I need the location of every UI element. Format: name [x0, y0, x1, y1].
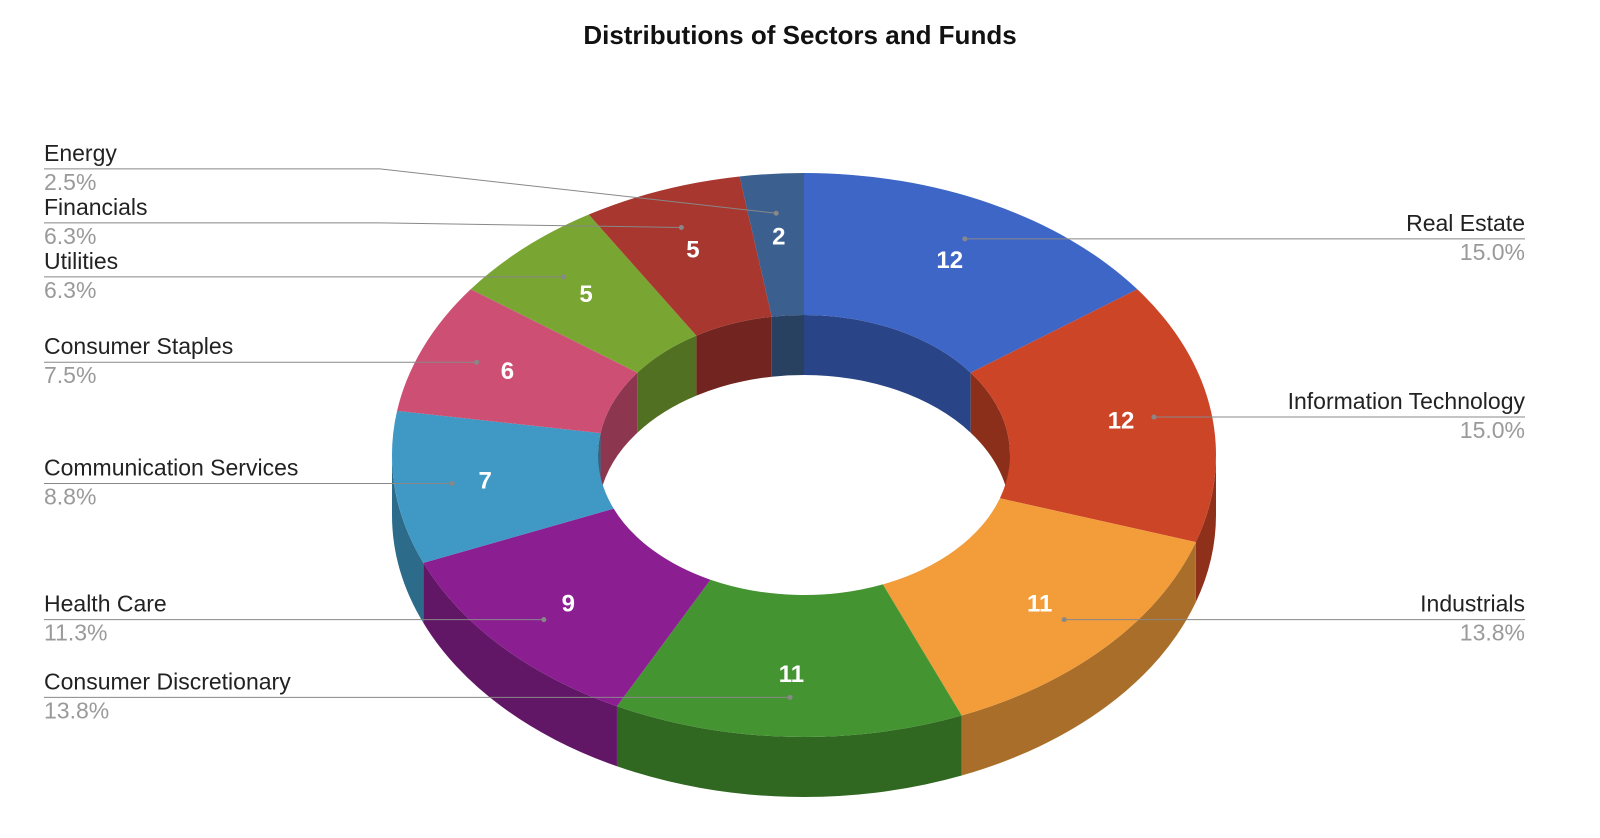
outer-wall-health-care — [423, 562, 617, 767]
callout-percent-financials: 6.3% — [44, 223, 96, 249]
slice-value-consumer-discretionary: 11 — [779, 661, 804, 688]
outer-wall-information-technology — [1195, 455, 1216, 603]
outer-wall-consumer-discretionary — [616, 706, 962, 797]
slice-industrials — [882, 498, 1196, 716]
inner-wall-consumer-staples — [600, 372, 638, 494]
callout-label-energy: Energy — [44, 140, 117, 166]
callout-label-financials: Financials — [44, 194, 148, 220]
slice-information-technology — [970, 289, 1216, 543]
slice-utilities — [470, 214, 697, 373]
callout-label-consumer-discretionary: Consumer Discretionary — [44, 668, 291, 694]
inner-wall-financials — [696, 316, 772, 396]
slice-value-utilities: 5 — [579, 281, 592, 308]
callout-percent-real-estate: 15.0% — [1460, 239, 1525, 265]
donut-sides — [392, 315, 1216, 797]
slice-value-health-care: 9 — [562, 591, 575, 618]
slice-labels: 12 Real Estate 15.0% 12 Information Technolo… — [44, 140, 1525, 723]
callout-label-information-technology: Information Technology — [1288, 388, 1526, 414]
slice-value-industrials: 11 — [1027, 591, 1052, 618]
slice-communication-services — [392, 410, 614, 563]
callout-percent-industrials: 13.8% — [1460, 620, 1525, 646]
callout-label-consumer-staples: Consumer Staples — [44, 333, 233, 359]
slice-value-information-technology: 12 — [1108, 408, 1135, 435]
slice-consumer-staples — [397, 289, 638, 434]
inner-wall-utilities — [637, 335, 697, 433]
callout-percent-consumer-discretionary: 13.8% — [44, 697, 109, 723]
slice-real-estate — [804, 173, 1138, 373]
callout-percent-information-technology: 15.0% — [1460, 417, 1525, 443]
slice-value-communication-services: 7 — [479, 468, 492, 495]
leader-dot-consumer-staples — [474, 359, 480, 365]
slice-financials — [588, 176, 772, 336]
callout-percent-utilities: 6.3% — [44, 277, 96, 303]
slice-value-financials: 5 — [686, 237, 699, 264]
callout-label-health-care: Health Care — [44, 591, 167, 617]
leader-dot-financials — [678, 224, 684, 230]
leader-dot-real-estate — [962, 236, 968, 242]
callout-label-communication-services: Communication Services — [44, 455, 298, 481]
outer-wall-communication-services — [392, 455, 424, 623]
leader-dot-health-care — [541, 617, 547, 623]
slice-value-consumer-staples: 6 — [501, 358, 514, 385]
leader-line-financials — [44, 222, 682, 228]
leader-dot-information-technology — [1151, 414, 1157, 420]
slice-energy — [739, 173, 804, 317]
donut-faces — [392, 173, 1216, 737]
chart-title: Distributions of Sectors and Funds — [583, 20, 1017, 50]
leader-dot-industrials — [1061, 617, 1067, 623]
slice-health-care — [423, 508, 711, 707]
callout-percent-health-care: 11.3% — [44, 620, 108, 646]
inner-wall-information-technology — [970, 372, 1010, 515]
callout-label-industrials: Industrials — [1420, 591, 1525, 617]
callout-percent-communication-services: 8.8% — [44, 484, 96, 510]
leader-dot-communication-services — [449, 481, 455, 487]
leader-dot-consumer-discretionary — [787, 694, 793, 700]
inner-wall-real-estate — [804, 315, 971, 433]
callout-percent-energy: 2.5% — [44, 169, 96, 195]
slice-value-real-estate: 12 — [936, 247, 963, 274]
callout-label-real-estate: Real Estate — [1406, 210, 1525, 236]
leader-lines — [44, 168, 1525, 700]
outer-wall-industrials — [961, 542, 1196, 776]
leader-line-energy — [44, 168, 777, 214]
inner-wall-energy — [771, 315, 804, 377]
callout-percent-consumer-staples: 7.5% — [44, 362, 96, 388]
callout-label-utilities: Utilities — [44, 248, 118, 274]
leader-dot-utilities — [560, 274, 566, 280]
leader-dot-energy — [773, 210, 779, 216]
slice-value-energy: 2 — [772, 224, 785, 251]
